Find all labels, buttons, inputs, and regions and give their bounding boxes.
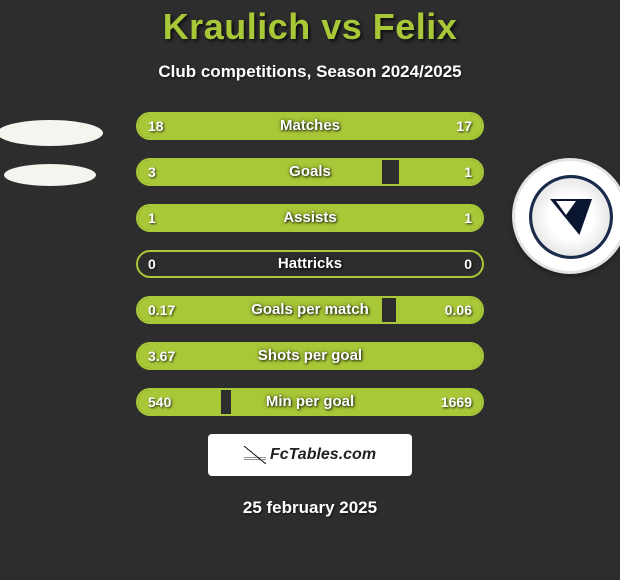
bar-row: 3Goals1 (136, 158, 484, 186)
bar-value-left: 540 (148, 390, 171, 414)
pennant-icon: A (550, 199, 592, 235)
bar-row: 540Min per goal1669 (136, 388, 484, 416)
bar-label: Goals per match (138, 298, 482, 322)
bar-label: Assists (138, 206, 482, 230)
bar-label: Matches (138, 114, 482, 138)
brand-text: FcTables.com (270, 446, 376, 464)
bar-row: 1Assists1 (136, 204, 484, 232)
bar-row: 0Hattricks0 (136, 250, 484, 278)
bar-label: Hattricks (138, 252, 482, 276)
left-team-logo (0, 110, 110, 230)
chart-icon (244, 446, 266, 464)
club-badge-icon: A (512, 158, 620, 274)
bar-row: 18Matches17 (136, 112, 484, 140)
bar-row: 3.67Shots per goal (136, 342, 484, 370)
bar-value-right: 1 (464, 206, 472, 230)
bar-row: 0.17Goals per match0.06 (136, 296, 484, 324)
ellipse-icon (4, 164, 96, 186)
date-label: 25 february 2025 (0, 498, 620, 518)
subtitle: Club competitions, Season 2024/2025 (0, 62, 620, 82)
bar-value-right: 0 (464, 252, 472, 276)
bar-label: Goals (138, 160, 482, 184)
bar-label: Min per goal (138, 390, 482, 414)
bar-value-left: 3.67 (148, 344, 175, 368)
pennant-letter: A (560, 200, 567, 211)
bar-label: Shots per goal (138, 344, 482, 368)
bar-value-right: 0.06 (445, 298, 472, 322)
right-team-logo: A (510, 158, 620, 278)
comparison-bars: 18Matches173Goals11Assists10Hattricks00.… (136, 112, 484, 416)
bar-value-right: 1669 (441, 390, 472, 414)
brand-box: FcTables.com (208, 434, 412, 476)
bar-value-right: 1 (464, 160, 472, 184)
bar-value-left: 0 (148, 252, 156, 276)
bar-value-left: 0.17 (148, 298, 175, 322)
ellipse-icon (0, 120, 103, 146)
bar-value-left: 18 (148, 114, 164, 138)
bar-value-right: 17 (456, 114, 472, 138)
page-title: Kraulich vs Felix (0, 0, 620, 48)
bar-value-left: 3 (148, 160, 156, 184)
bar-value-left: 1 (148, 206, 156, 230)
